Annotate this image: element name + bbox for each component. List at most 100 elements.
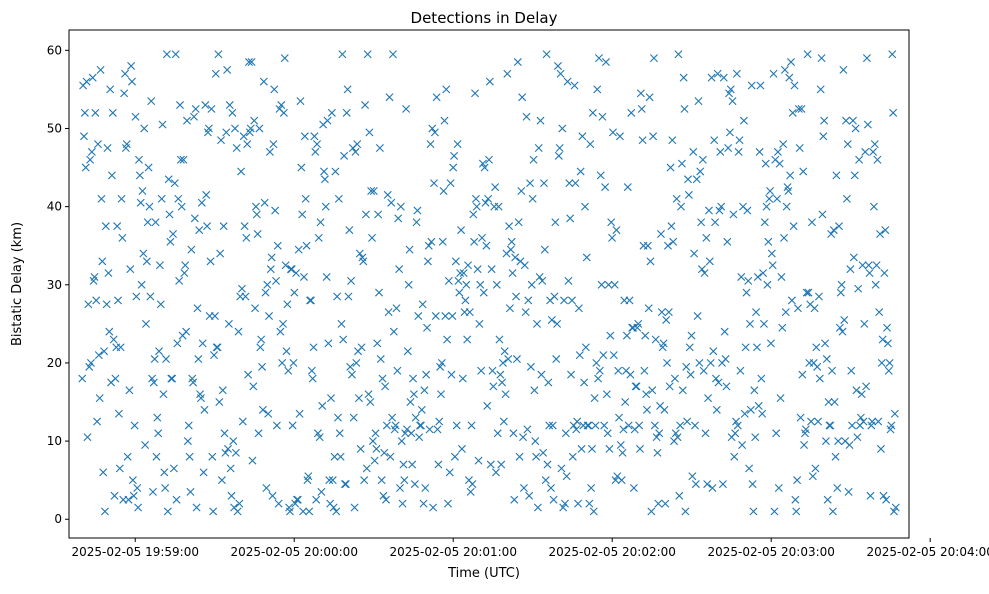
- data-point: [545, 421, 554, 430]
- data-point: [237, 167, 246, 176]
- data-point: [335, 429, 344, 438]
- data-point: [891, 503, 900, 512]
- data-point: [836, 288, 845, 297]
- data-point: [587, 483, 596, 492]
- data-point: [798, 370, 807, 379]
- data-point: [746, 405, 755, 414]
- data-point: [723, 237, 732, 246]
- data-point: [818, 210, 827, 219]
- data-point: [774, 483, 783, 492]
- data-point: [888, 50, 897, 59]
- data-point: [449, 163, 458, 172]
- data-point: [450, 452, 459, 461]
- data-point: [189, 378, 198, 387]
- data-point: [698, 155, 707, 164]
- data-point: [635, 421, 644, 430]
- data-point: [237, 284, 246, 293]
- data-point: [341, 480, 350, 489]
- data-point: [211, 69, 220, 78]
- data-point: [712, 405, 721, 414]
- data-point: [123, 452, 132, 461]
- data-point: [305, 507, 314, 516]
- data-point: [759, 269, 768, 278]
- data-point: [316, 218, 325, 227]
- data-point: [757, 374, 766, 383]
- data-point: [580, 378, 589, 387]
- data-point: [382, 421, 391, 430]
- data-point: [753, 272, 762, 281]
- data-point: [718, 480, 727, 489]
- data-point: [352, 358, 361, 367]
- data-point: [676, 421, 685, 430]
- data-point: [597, 280, 606, 289]
- data-point: [158, 120, 167, 129]
- data-point: [776, 394, 785, 403]
- data-point: [225, 101, 234, 110]
- data-point: [671, 429, 680, 438]
- data-point: [405, 245, 414, 254]
- data-point: [450, 151, 459, 160]
- data-point: [752, 308, 761, 317]
- data-point: [830, 398, 839, 407]
- data-point: [423, 257, 432, 266]
- data-point: [224, 319, 233, 328]
- data-point: [608, 128, 617, 137]
- data-point: [669, 237, 678, 246]
- data-point: [204, 124, 213, 133]
- data-point: [153, 413, 162, 422]
- data-point: [436, 362, 445, 371]
- data-point: [400, 476, 409, 485]
- data-point: [306, 296, 315, 305]
- data-point: [338, 50, 347, 59]
- data-point: [733, 421, 742, 430]
- y-tick-label: 0: [54, 512, 62, 526]
- data-point: [283, 300, 292, 309]
- data-point: [725, 89, 734, 98]
- data-point: [791, 495, 800, 504]
- data-point: [141, 319, 150, 328]
- data-point: [649, 132, 658, 141]
- data-point: [244, 370, 253, 379]
- data-point: [590, 394, 599, 403]
- data-point: [778, 323, 787, 332]
- data-point: [575, 351, 584, 360]
- data-point: [735, 136, 744, 145]
- data-point: [313, 140, 322, 149]
- data-point: [307, 366, 316, 375]
- data-point: [824, 398, 833, 407]
- x-axis-label: Time (UTC): [447, 566, 520, 581]
- data-point: [486, 460, 495, 469]
- data-point: [601, 58, 610, 67]
- data-point: [693, 312, 702, 321]
- data-point: [228, 108, 237, 117]
- data-point: [455, 288, 464, 297]
- data-point: [416, 421, 425, 430]
- data-point: [324, 339, 333, 348]
- data-point: [814, 417, 823, 426]
- data-point: [269, 140, 278, 149]
- data-point: [675, 491, 684, 500]
- data-point: [769, 69, 778, 78]
- data-point: [583, 421, 592, 430]
- data-point: [480, 163, 489, 172]
- data-point: [815, 374, 824, 383]
- data-point: [422, 370, 431, 379]
- data-point: [148, 374, 157, 383]
- data-point: [184, 421, 193, 430]
- data-point: [524, 296, 533, 305]
- data-point: [601, 183, 610, 192]
- data-point: [577, 444, 586, 453]
- data-point: [734, 147, 743, 156]
- data-point: [273, 241, 282, 250]
- data-point: [596, 171, 605, 180]
- data-point: [472, 202, 481, 211]
- data-point: [784, 187, 793, 195]
- data-point: [887, 421, 896, 430]
- data-point: [274, 499, 283, 508]
- data-point: [747, 81, 756, 90]
- data-point: [519, 483, 528, 492]
- data-point: [233, 507, 242, 516]
- data-point: [439, 187, 448, 195]
- data-point: [837, 280, 846, 289]
